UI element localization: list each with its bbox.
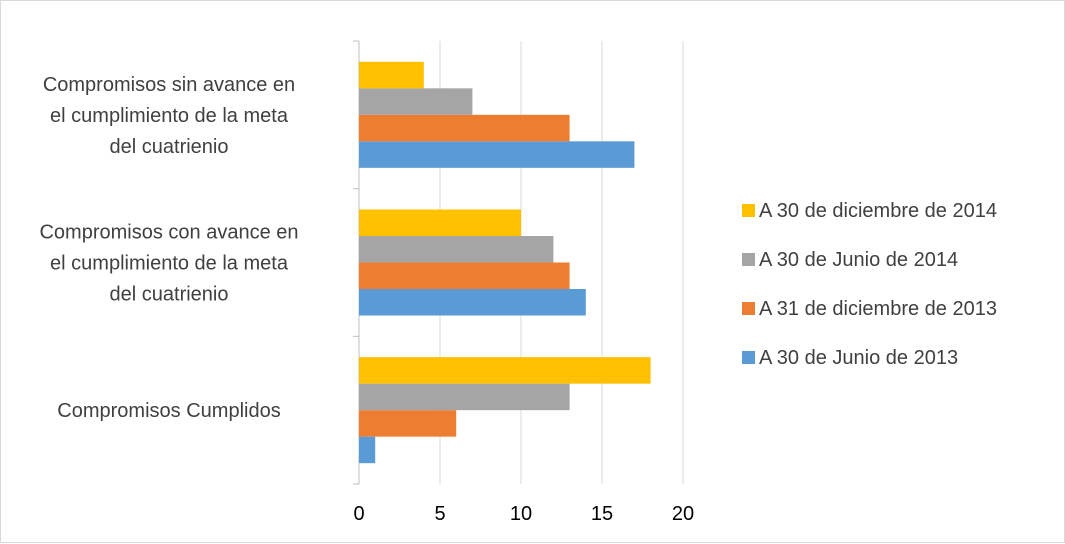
- bar: [359, 263, 570, 290]
- legend-label: A 31 de diciembre de 2013: [759, 298, 997, 320]
- category-label: Compromisos sin avance en: [43, 74, 295, 96]
- legend-swatch: [742, 204, 755, 217]
- bar: [359, 236, 553, 263]
- x-tick-label: 20: [672, 503, 694, 525]
- legend-label: A 30 de Junio de 2014: [759, 249, 958, 271]
- x-tick-label: 10: [510, 503, 532, 525]
- x-tick-label: 0: [353, 503, 364, 525]
- legend-swatch: [742, 253, 755, 266]
- category-label: del cuatrienio: [110, 136, 229, 158]
- bar: [359, 115, 570, 142]
- bar: [359, 88, 472, 115]
- legend-label: A 30 de diciembre de 2014: [759, 200, 997, 222]
- legend-label: A 30 de Junio de 2013: [759, 347, 958, 369]
- bar: [359, 141, 634, 168]
- bar: [359, 289, 586, 316]
- bar: [359, 62, 424, 88]
- bar: [359, 210, 521, 237]
- bar: [359, 384, 570, 411]
- bar: [359, 410, 456, 437]
- legend-swatch: [742, 302, 755, 315]
- bar: [359, 437, 375, 464]
- bar: [359, 357, 651, 384]
- category-label: del cuatrienio: [110, 284, 229, 306]
- category-label: Compromisos Cumplidos: [57, 400, 280, 422]
- category-label: el cumplimiento de la meta: [50, 253, 289, 275]
- category-label: el cumplimiento de la meta: [50, 105, 289, 127]
- x-tick-label: 5: [434, 503, 445, 525]
- category-label: Compromisos con avance en: [39, 222, 298, 244]
- legend-swatch: [742, 351, 755, 364]
- x-tick-label: 15: [591, 503, 613, 525]
